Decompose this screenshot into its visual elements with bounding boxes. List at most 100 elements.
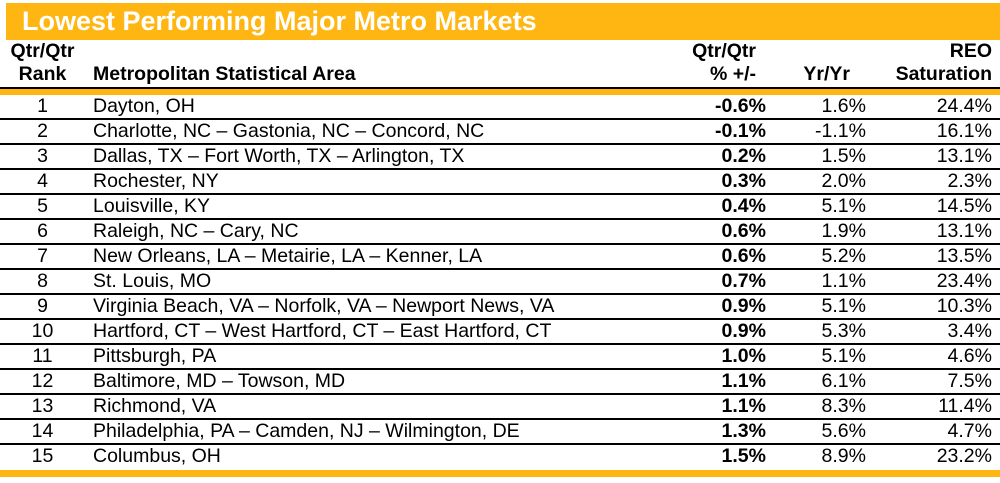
reo-saturation-cell: 23.4% (868, 269, 1000, 295)
rank-cell: 9 (0, 294, 85, 320)
msa-cell: Dallas, TX – Fort Worth, TX – Arlington,… (85, 144, 638, 170)
qtr-change-cell: 1.1% (638, 394, 768, 420)
qtr-change-cell: 0.6% (638, 219, 768, 245)
qtr-change-cell: 0.7% (638, 269, 768, 295)
metro-markets-table: Qtr/Qtr Rank Metropolitan Statistical Ar… (0, 40, 1000, 468)
reo-saturation-cell: 10.3% (868, 294, 1000, 320)
reo-saturation-cell: 14.5% (868, 194, 1000, 220)
msa-cell: Richmond, VA (85, 394, 638, 420)
table-row: 8 St. Louis, MO 0.7% 1.1% 23.4% (0, 269, 1000, 295)
reo-saturation-cell: 3.4% (868, 319, 1000, 345)
table-row: 1 Dayton, OH -0.6% 1.6% 24.4% (0, 92, 1000, 120)
reo-saturation-cell: 13.1% (868, 219, 1000, 245)
page-title: Lowest Performing Major Metro Markets (22, 6, 537, 36)
column-header-reo-saturation: REO Saturation (868, 40, 1000, 95)
column-header-qtr-change: Qtr/Qtr % +/- (638, 40, 768, 95)
table-row: 10 Hartford, CT – West Hartford, CT – Ea… (0, 319, 1000, 345)
header-qtr-line2: % +/- (709, 63, 756, 85)
table-row: 2 Charlotte, NC – Gastonia, NC – Concord… (0, 119, 1000, 145)
qtr-change-cell: 0.2% (638, 144, 768, 170)
table-row: 5 Louisville, KY 0.4% 5.1% 14.5% (0, 194, 1000, 220)
msa-cell: Charlotte, NC – Gastonia, NC – Concord, … (85, 119, 638, 145)
msa-cell: Columbus, OH (93, 445, 221, 467)
msa-cell: Dayton, OH (85, 92, 638, 120)
yr-change-cell: 5.1% (768, 344, 868, 370)
header-rank-line1: Qtr/Qtr (10, 40, 75, 62)
qtr-change-cell: 0.6% (638, 244, 768, 270)
rank-cell: 12 (0, 369, 85, 395)
rank-cell: 10 (0, 319, 85, 345)
rank-cell: 2 (0, 119, 85, 145)
rank-cell: 11 (0, 344, 85, 370)
yr-change-cell: 1.9% (768, 219, 868, 245)
header-row: Qtr/Qtr Rank Metropolitan Statistical Ar… (0, 40, 1000, 95)
yr-change-cell: 1.1% (768, 269, 868, 295)
column-header-yr-change: Yr/Yr (768, 40, 868, 95)
qtr-change-cell: -0.1% (638, 119, 768, 145)
qtr-change-cell: 1.0% (638, 344, 768, 370)
yr-change-cell: -1.1% (768, 119, 868, 145)
qtr-change-cell: 0.3% (638, 169, 768, 195)
yr-change-cell: 5.6% (768, 419, 868, 445)
qtr-change-cell: 0.9% (638, 319, 768, 345)
yr-change-cell: 1.5% (768, 144, 868, 170)
rank-cell: 1 (0, 92, 85, 120)
rank-cell: 8 (0, 269, 85, 295)
table-row: 3 Dallas, TX – Fort Worth, TX – Arlingto… (0, 144, 1000, 170)
yr-change-cell: 5.2% (768, 244, 868, 270)
title-bar: Lowest Performing Major Metro Markets (6, 3, 1000, 40)
table-row: 9 Virginia Beach, VA – Norfolk, VA – New… (0, 294, 1000, 320)
yr-change-cell: 1.6% (768, 92, 868, 120)
table-row: 6 Raleigh, NC – Cary, NC 0.6% 1.9% 13.1% (0, 219, 1000, 245)
msa-cell: Baltimore, MD – Towson, MD (85, 369, 638, 395)
header-rank-line2: Rank (18, 63, 67, 85)
table-row: 12 Baltimore, MD – Towson, MD 1.1% 6.1% … (0, 369, 1000, 395)
msa-cell: St. Louis, MO (85, 269, 638, 295)
column-header-msa: Metropolitan Statistical Area (85, 40, 638, 95)
table-header: Qtr/Qtr Rank Metropolitan Statistical Ar… (0, 40, 1000, 95)
msa-cell: Philadelphia, PA – Camden, NJ – Wilmingt… (85, 419, 638, 445)
msa-cell: Louisville, KY (85, 194, 638, 220)
msa-cell: Virginia Beach, VA – Norfolk, VA – Newpo… (85, 294, 638, 320)
qtr-change-cell: 1.5% (721, 445, 766, 467)
header-qtr-line1: Qtr/Qtr (692, 40, 756, 62)
rank-cell: 5 (0, 194, 85, 220)
msa-cell: Pittsburgh, PA (85, 344, 638, 370)
reo-saturation-cell: 4.6% (868, 344, 1000, 370)
rank-cell: 13 (0, 394, 85, 420)
table-row: 4 Rochester, NY 0.3% 2.0% 2.3% (0, 169, 1000, 195)
reo-saturation-cell: 24.4% (868, 92, 1000, 120)
reo-saturation-cell: 16.1% (868, 119, 1000, 145)
bottom-gold-rule (0, 470, 1000, 477)
yr-change-cell: 8.3% (768, 394, 868, 420)
msa-cell: Rochester, NY (85, 169, 638, 195)
yr-change-cell: 5.3% (768, 319, 868, 345)
header-reo-line2: Saturation (895, 63, 992, 85)
qtr-change-cell: 1.3% (638, 419, 768, 445)
reo-saturation-cell: 13.5% (868, 244, 1000, 270)
msa-cell: New Orleans, LA – Metairie, LA – Kenner,… (85, 244, 638, 270)
rank-cell: 14 (0, 419, 85, 445)
rank-cell: 7 (0, 244, 85, 270)
rank-cell: 4 (0, 169, 85, 195)
rank-cell: 3 (0, 144, 85, 170)
qtr-change-cell: 0.4% (638, 194, 768, 220)
table-row: 13 Richmond, VA 1.1% 8.3% 11.4% (0, 394, 1000, 420)
yr-change-cell: 6.1% (768, 369, 868, 395)
reo-saturation-cell: 7.5% (868, 369, 1000, 395)
msa-cell: Hartford, CT – West Hartford, CT – East … (85, 319, 638, 345)
yr-change-cell: 5.1% (768, 294, 868, 320)
table-row: 11 Pittsburgh, PA 1.0% 5.1% 4.6% (0, 344, 1000, 370)
yr-change-cell: 2.0% (768, 169, 868, 195)
table-row: 15 Columbus, OH 1.5% 8.9% 23.2% (0, 444, 1000, 468)
qtr-change-cell: 0.9% (638, 294, 768, 320)
qtr-change-cell: -0.6% (638, 92, 768, 120)
header-reo-line1: REO (949, 40, 992, 62)
reo-saturation-cell: 23.2% (936, 445, 992, 467)
qtr-change-cell: 1.1% (638, 369, 768, 395)
rank-cell: 6 (0, 219, 85, 245)
yr-change-cell: 5.1% (768, 194, 868, 220)
reo-saturation-cell: 13.1% (868, 144, 1000, 170)
table-body: 1 Dayton, OH -0.6% 1.6% 24.4% 2 Charlott… (0, 92, 1000, 468)
